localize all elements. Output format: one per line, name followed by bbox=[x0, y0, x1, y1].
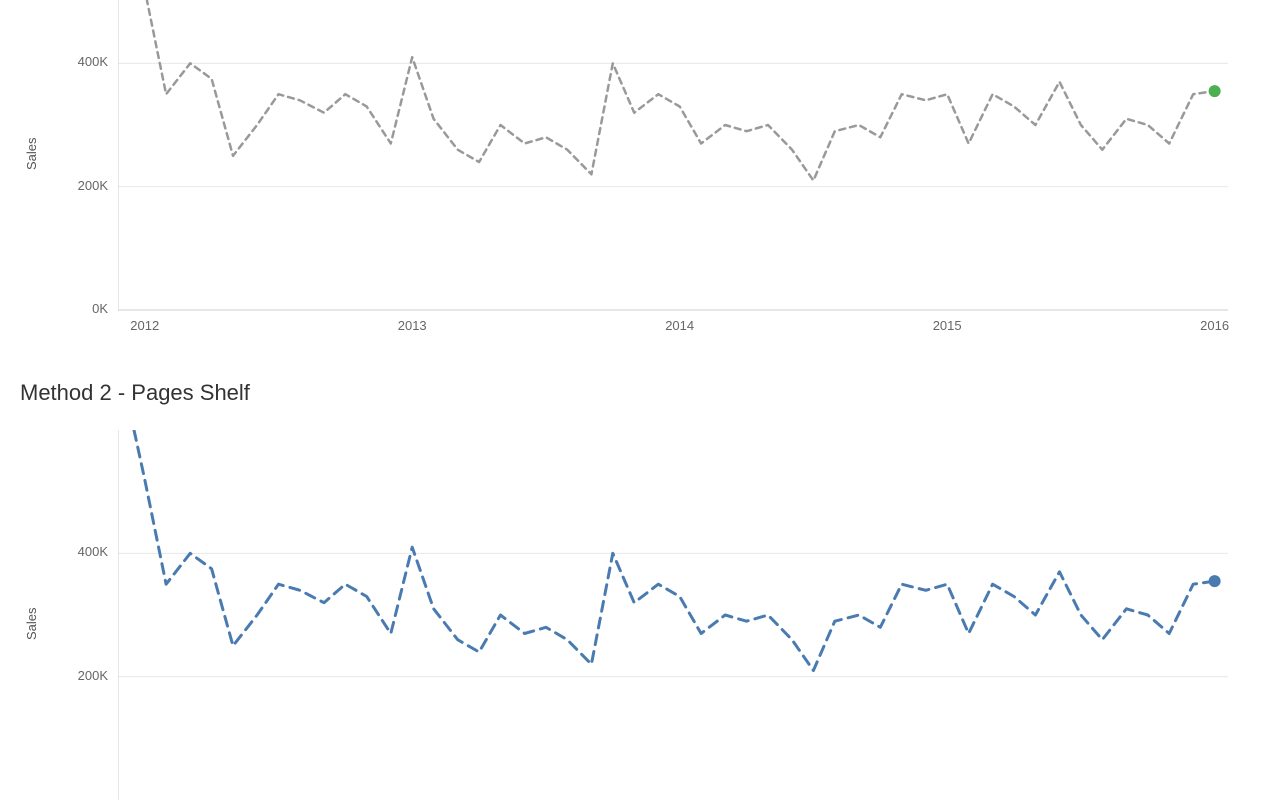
chart1-y-axis-label: Sales bbox=[24, 137, 39, 170]
chart2-plot bbox=[118, 430, 1230, 802]
chart1-xtick-label: 2016 bbox=[1185, 318, 1245, 333]
chart2-y-axis-label: Sales bbox=[24, 607, 39, 640]
chart1-xtick-label: 2013 bbox=[382, 318, 442, 333]
chart2-ytick-label: 200K bbox=[58, 668, 108, 683]
chart2-ytick-label: 400K bbox=[58, 544, 108, 559]
chart1-ytick-label: 0K bbox=[58, 301, 108, 316]
chart1-xtick-label: 2015 bbox=[917, 318, 977, 333]
chart1-xtick-label: 2012 bbox=[115, 318, 175, 333]
chart1-plot bbox=[118, 0, 1230, 312]
chart1-xtick-label: 2014 bbox=[650, 318, 710, 333]
chart1-ytick-label: 400K bbox=[58, 54, 108, 69]
chart1-ytick-label: 200K bbox=[58, 178, 108, 193]
chart2-title: Method 2 - Pages Shelf bbox=[20, 380, 250, 406]
